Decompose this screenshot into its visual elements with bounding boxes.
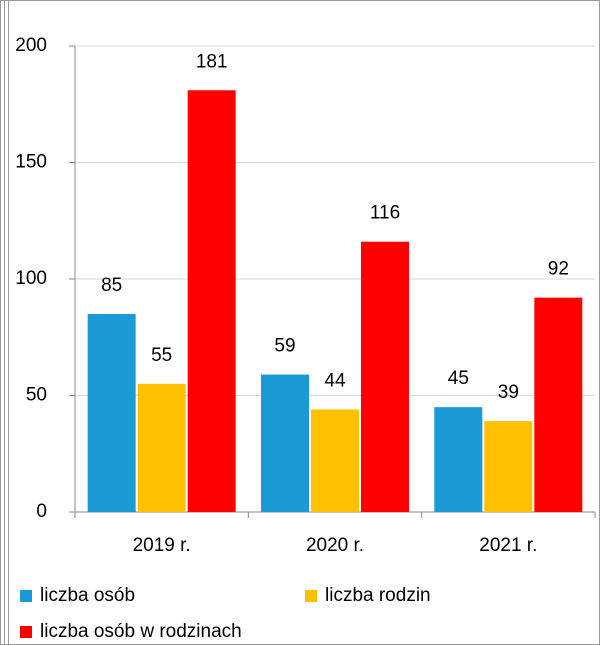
bar (434, 407, 483, 512)
bar (187, 90, 236, 513)
legend-swatch (305, 590, 317, 602)
data-label: 39 (498, 382, 519, 403)
x-tick-label: 2019 r. (133, 535, 191, 556)
y-tick-label: 100 (15, 268, 47, 289)
data-label: 116 (370, 203, 400, 224)
bar (311, 409, 359, 512)
x-tick-label: 2021 r. (479, 535, 537, 556)
y-tick-label: 150 (15, 152, 47, 173)
y-tick-label: 200 (15, 35, 47, 56)
legend-label: liczba osób (40, 585, 135, 606)
bar (137, 383, 186, 512)
data-label: 45 (448, 368, 469, 389)
legend-swatch (20, 590, 32, 602)
legend-label: liczba rodzin (325, 585, 431, 606)
y-tick-label: 50 (26, 385, 47, 406)
bar (361, 241, 409, 512)
data-label: 55 (151, 345, 172, 366)
legend-swatch (20, 626, 32, 638)
bar (261, 374, 309, 512)
data-label: 44 (324, 370, 346, 391)
bar (484, 421, 533, 512)
data-label: 92 (548, 259, 569, 280)
legend-label: liczba osób w rodzinach (40, 621, 242, 642)
bar (87, 313, 136, 512)
y-tick-label: 0 (36, 501, 47, 522)
bar (534, 297, 583, 512)
x-tick-label: 2020 r. (306, 535, 364, 556)
data-label: 59 (274, 336, 295, 357)
data-label: 181 (196, 51, 228, 72)
data-label: 85 (101, 275, 122, 296)
